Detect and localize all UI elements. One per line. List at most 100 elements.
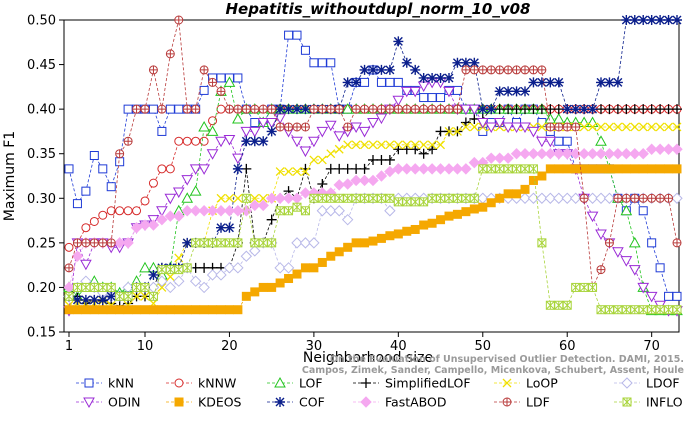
point-loop bbox=[132, 291, 142, 301]
point-cof bbox=[528, 77, 539, 88]
point-knn bbox=[537, 118, 547, 128]
point-knn bbox=[106, 182, 116, 192]
point-loop bbox=[368, 140, 378, 150]
x-tick-label: 40 bbox=[390, 339, 407, 354]
point-inflo bbox=[393, 197, 403, 207]
point-fastabod bbox=[519, 148, 531, 160]
point-inflo bbox=[123, 291, 133, 301]
point-ldof bbox=[240, 250, 253, 262]
point-inflo bbox=[528, 164, 538, 174]
point-knn bbox=[562, 136, 572, 146]
point-simplifiedlof bbox=[553, 104, 564, 115]
point-fastabod bbox=[561, 148, 573, 160]
point-lof bbox=[139, 261, 151, 273]
point-ldof bbox=[232, 262, 244, 274]
point-loop bbox=[326, 149, 336, 159]
point-inflo bbox=[579, 282, 589, 292]
point-cof bbox=[604, 77, 615, 88]
point-knn bbox=[174, 104, 184, 114]
point-cof bbox=[401, 57, 412, 68]
point-loop bbox=[410, 140, 420, 150]
point-cof bbox=[249, 136, 260, 147]
point-ldof bbox=[215, 269, 227, 281]
point-lof bbox=[189, 185, 202, 196]
point-simplifiedlof bbox=[503, 104, 514, 115]
point-cof bbox=[368, 64, 378, 75]
point-kdeos bbox=[393, 229, 403, 239]
point-ldf bbox=[554, 122, 564, 132]
y-tick-label: 0.45 bbox=[27, 58, 56, 73]
point-fastabod bbox=[173, 210, 185, 222]
point-simplifiedlof bbox=[536, 104, 547, 115]
point-ldf bbox=[537, 65, 547, 75]
point-fastabod bbox=[265, 192, 278, 204]
point-knnw bbox=[140, 196, 150, 206]
point-lof bbox=[206, 125, 219, 136]
point-kdeos bbox=[241, 291, 251, 301]
point-ldf bbox=[419, 104, 429, 114]
point-loop bbox=[157, 282, 167, 292]
point-inflo bbox=[478, 164, 488, 174]
point-knn bbox=[419, 93, 429, 103]
point-knn bbox=[89, 150, 99, 160]
point-kdeos bbox=[351, 238, 361, 248]
point-kdeos bbox=[647, 164, 657, 174]
point-simplifiedlof bbox=[545, 104, 556, 115]
point-inflo bbox=[216, 238, 226, 248]
point-inflo bbox=[157, 265, 167, 275]
point-fastabod bbox=[282, 192, 295, 204]
x-tick-label: 20 bbox=[221, 339, 238, 354]
point-kdeos bbox=[419, 220, 429, 230]
y-tick-label: 0.20 bbox=[27, 281, 56, 296]
point-fastabod bbox=[637, 148, 649, 160]
point-cof bbox=[342, 77, 353, 88]
point-odin bbox=[223, 134, 236, 146]
point-knn bbox=[250, 118, 260, 128]
point-inflo bbox=[461, 193, 471, 203]
point-loop bbox=[596, 122, 606, 132]
point-odin bbox=[628, 265, 641, 276]
point-inflo bbox=[132, 282, 142, 292]
legend-label-fastabod: FastABOD bbox=[385, 395, 447, 410]
point-knn bbox=[427, 93, 437, 103]
point-cof bbox=[655, 15, 666, 25]
point-cof bbox=[384, 64, 395, 75]
point-fastabod bbox=[502, 152, 514, 164]
point-inflo bbox=[199, 238, 209, 248]
legend-label-loop: LoOP bbox=[526, 376, 558, 391]
point-loop bbox=[292, 167, 302, 177]
point-knn bbox=[81, 186, 91, 196]
point-cof bbox=[486, 104, 497, 115]
point-knn bbox=[647, 238, 657, 248]
point-kdeos bbox=[106, 305, 116, 315]
point-fastabod bbox=[71, 250, 84, 262]
point-inflo bbox=[250, 238, 260, 248]
legend-marker-loop bbox=[502, 378, 512, 388]
point-knn bbox=[157, 126, 167, 136]
point-odin bbox=[189, 164, 202, 175]
point-ldof bbox=[164, 281, 177, 294]
point-knn bbox=[452, 85, 462, 95]
point-odin bbox=[409, 86, 422, 98]
point-knnw bbox=[216, 104, 226, 114]
point-ldf bbox=[64, 263, 74, 273]
point-cof bbox=[266, 126, 277, 137]
point-odin bbox=[527, 126, 540, 138]
point-odin bbox=[164, 193, 177, 205]
point-kdeos bbox=[165, 305, 175, 315]
point-loop bbox=[216, 193, 226, 203]
point-inflo bbox=[554, 300, 564, 310]
point-ldf bbox=[258, 104, 268, 114]
point-inflo bbox=[621, 305, 631, 315]
point-inflo bbox=[503, 164, 513, 174]
point-loop bbox=[613, 122, 623, 132]
point-simplifiedlof bbox=[384, 154, 395, 165]
point-knn bbox=[638, 206, 648, 216]
point-fastabod bbox=[384, 165, 396, 178]
point-inflo bbox=[148, 291, 158, 301]
point-cof bbox=[570, 104, 581, 115]
point-ldof bbox=[333, 205, 345, 217]
point-fastabod bbox=[232, 205, 244, 217]
point-simplifiedlof bbox=[266, 214, 277, 225]
point-loop bbox=[630, 122, 640, 132]
